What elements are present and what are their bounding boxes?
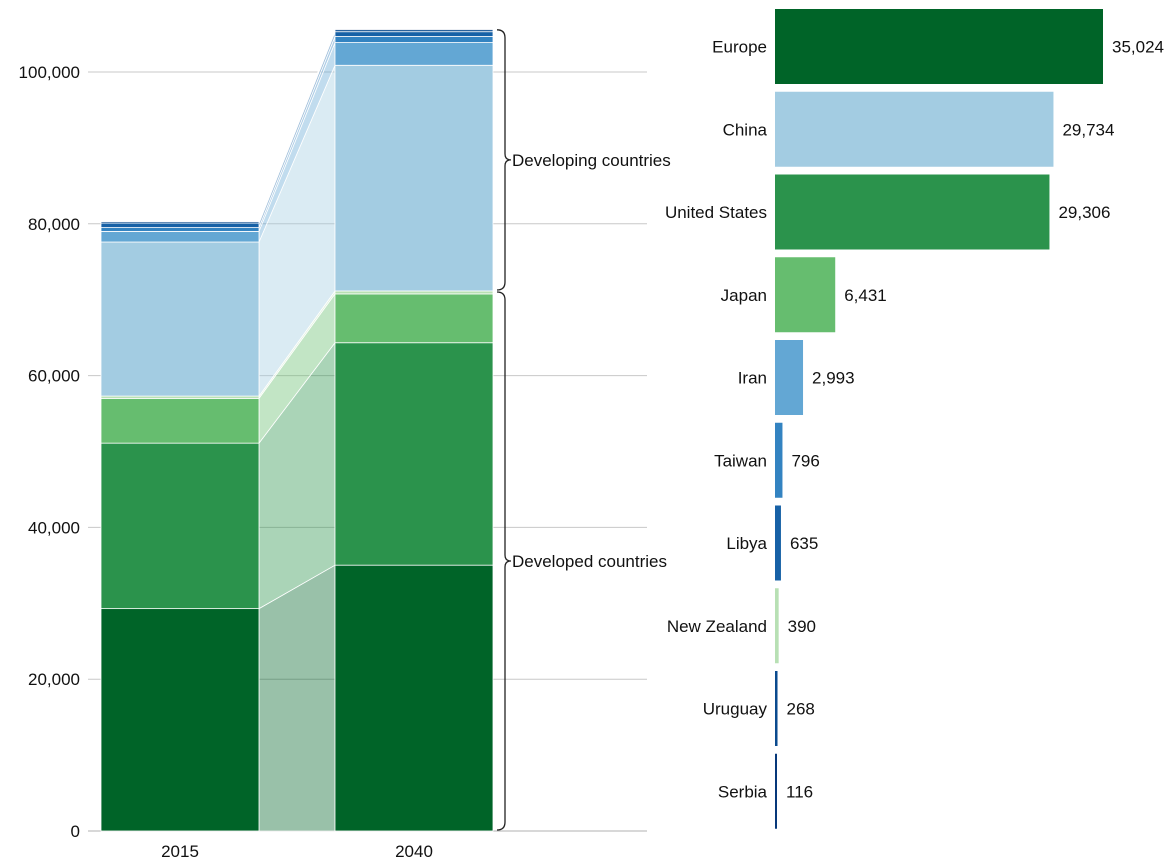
group-brace: [496, 291, 512, 831]
hbar-libya: [775, 505, 781, 581]
x-tick-label: 2015: [161, 842, 199, 860]
connector-bands: [258, 28, 336, 832]
stack-segment: [334, 290, 494, 295]
y-tick-label: 20,000: [28, 670, 80, 689]
stack-segment: [100, 608, 260, 832]
stack-segment: [334, 42, 494, 66]
stack-segment: [334, 28, 494, 31]
stack-segment: [334, 342, 494, 566]
stack-segment: [100, 227, 260, 232]
stacked-bars: [100, 28, 494, 832]
hbar-new-zealand: [775, 588, 779, 664]
hbar-iran: [775, 340, 804, 415]
hbar-china: [775, 91, 1054, 167]
hbar-value-label: 2,993: [812, 369, 855, 388]
stack-segment: [100, 222, 260, 228]
stack-segment: [100, 442, 260, 610]
hbar-category-label: Iran: [738, 369, 767, 388]
stack-segment: [100, 397, 260, 444]
group-braces: Developed countries Developing countries: [496, 29, 671, 831]
hbar-category-label: Uruguay: [703, 700, 768, 719]
hbar-value-label: 268: [787, 700, 815, 719]
hbar-value-label: 35,024: [1112, 38, 1164, 57]
hbar-category-label: Taiwan: [714, 451, 767, 470]
group-label: Developing countries: [512, 151, 671, 170]
y-tick-label: 0: [71, 822, 80, 841]
hbar-value-label: 390: [788, 617, 816, 636]
stack-segment: [334, 64, 494, 292]
hbar-value-label: 116: [786, 782, 813, 801]
y-tick-label: 100,000: [19, 63, 80, 82]
y-tick-label: 40,000: [28, 518, 80, 537]
hbar-value-label: 6,431: [844, 286, 887, 305]
hbar-category-label: Europe: [712, 38, 767, 57]
stack-segment: [334, 293, 494, 344]
hbar-serbia: [775, 753, 777, 829]
hbar-category-label: Japan: [721, 286, 767, 305]
hbar-uruguay: [775, 671, 778, 746]
hbar-value-label: 29,306: [1058, 203, 1110, 222]
connector-band: [258, 564, 336, 832]
hbar-value-label: 635: [790, 534, 818, 553]
x-axis-tick-labels: 2015 2040: [161, 842, 433, 860]
hbar-value-label: 29,734: [1062, 120, 1114, 139]
group-brace: [496, 29, 512, 291]
stack-segment: [100, 230, 260, 243]
hbar-category-label: United States: [665, 203, 767, 222]
y-tick-label: 60,000: [28, 367, 80, 386]
stack-segment: [334, 31, 494, 37]
stack-segment: [334, 564, 494, 832]
hbar-category-label: Libya: [726, 534, 767, 553]
horizontal-bars: Europe 35,024 China 29,734 United States 29,3…: [665, 9, 1164, 829]
hbar-japan: [775, 257, 836, 333]
hbar-value-label: 796: [791, 451, 819, 470]
hbar-taiwan: [775, 422, 783, 498]
y-tick-label: 80,000: [28, 215, 80, 234]
stack-segment: [100, 220, 260, 222]
stack-segment: [100, 241, 260, 397]
hbar-category-label: Serbia: [718, 782, 768, 801]
y-axis-tick-labels: 0 20,000 40,000 60,000 80,000 100,000: [19, 63, 80, 841]
stack-segment: [334, 36, 494, 43]
group-label: Developed countries: [512, 552, 667, 571]
hbar-europe: [775, 9, 1103, 84]
x-tick-label: 2040: [395, 842, 433, 860]
hbar-category-label: New Zealand: [667, 617, 767, 636]
hbar-category-label: China: [723, 120, 768, 139]
hbar-united-states: [775, 174, 1050, 250]
